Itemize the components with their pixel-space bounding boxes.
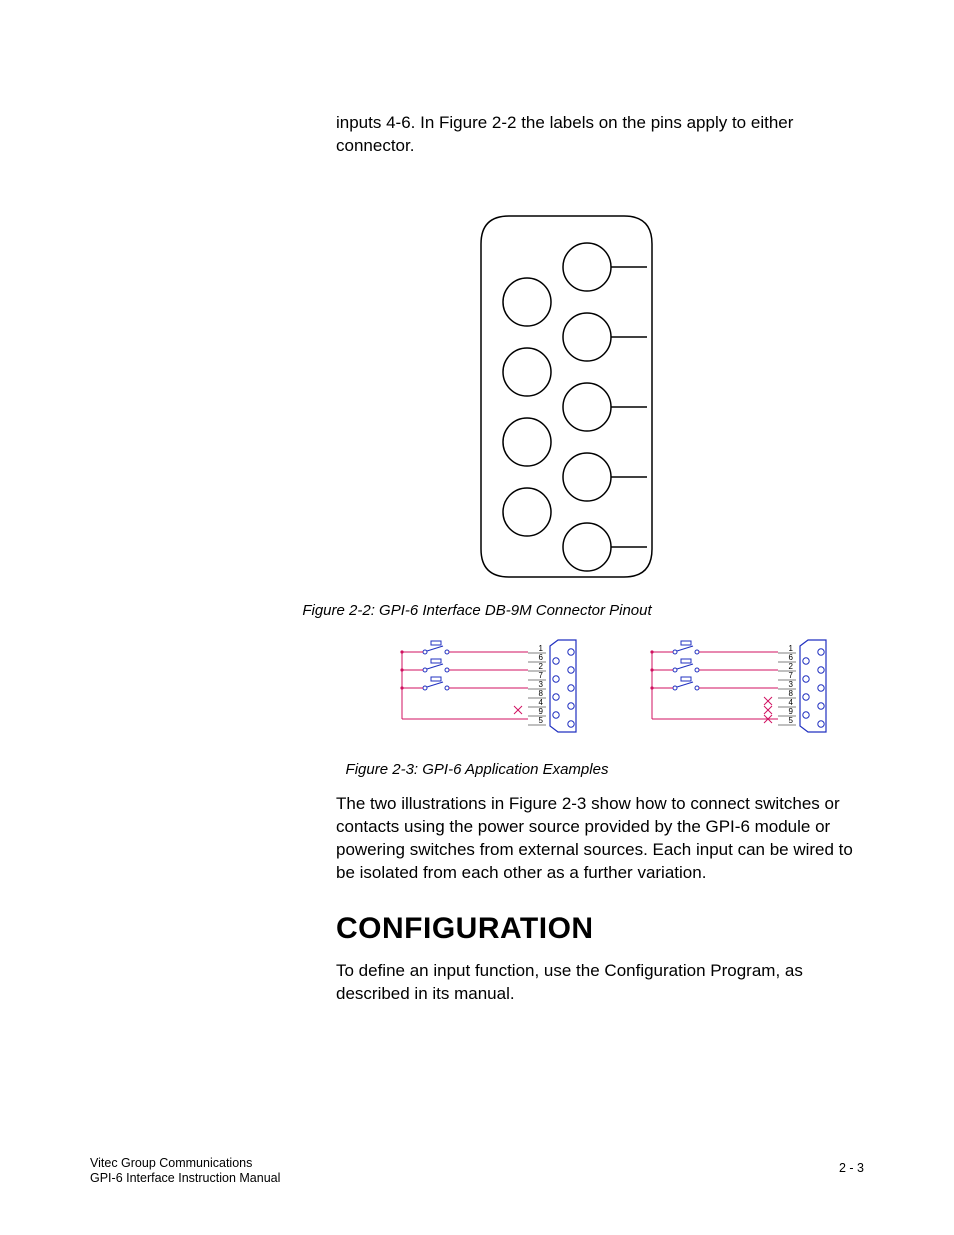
svg-text:8: 8 <box>789 689 794 698</box>
svg-text:4: 4 <box>539 698 544 707</box>
svg-text:3: 3 <box>539 680 544 689</box>
svg-text:9: 9 <box>539 707 544 716</box>
paragraph-bottom: To define an input function, use the Con… <box>336 960 876 1006</box>
paragraph-top: inputs 4-6. In Figure 2-2 the labels on … <box>336 112 876 158</box>
svg-text:3: 3 <box>789 680 794 689</box>
svg-text:7: 7 <box>789 671 794 680</box>
figure-2-3: 1 2 3 4 5 6 7 8 9 1 2 3 4 5 6 7 8 9 <box>390 635 890 745</box>
svg-text:8: 8 <box>539 689 544 698</box>
paragraph-mid: The two illustrations in Figure 2-3 show… <box>336 793 876 885</box>
svg-text:9: 9 <box>789 707 794 716</box>
svg-text:6: 6 <box>539 653 544 662</box>
heading-configuration: CONFIGURATION <box>336 912 594 946</box>
svg-text:6: 6 <box>789 653 794 662</box>
figure-2-2-caption: Figure 2-2: GPI-6 Interface DB-9M Connec… <box>0 602 954 619</box>
footer-page-number: 2 - 3 <box>839 1161 864 1175</box>
svg-text:5: 5 <box>539 716 544 725</box>
svg-text:2: 2 <box>539 662 544 671</box>
svg-text:5: 5 <box>789 716 794 725</box>
footer-org: Vitec Group Communications <box>90 1156 252 1170</box>
svg-text:4: 4 <box>789 698 794 707</box>
figure-2-2 <box>479 214 679 584</box>
footer-left: Vitec Group Communications GPI-6 Interfa… <box>90 1156 280 1187</box>
footer-doc: GPI-6 Interface Instruction Manual <box>90 1171 280 1185</box>
svg-text:1: 1 <box>789 644 794 653</box>
svg-text:2: 2 <box>789 662 794 671</box>
svg-text:7: 7 <box>539 671 544 680</box>
svg-text:1: 1 <box>539 644 544 653</box>
figure-2-3-caption: Figure 2-3: GPI-6 Application Examples <box>0 761 954 778</box>
